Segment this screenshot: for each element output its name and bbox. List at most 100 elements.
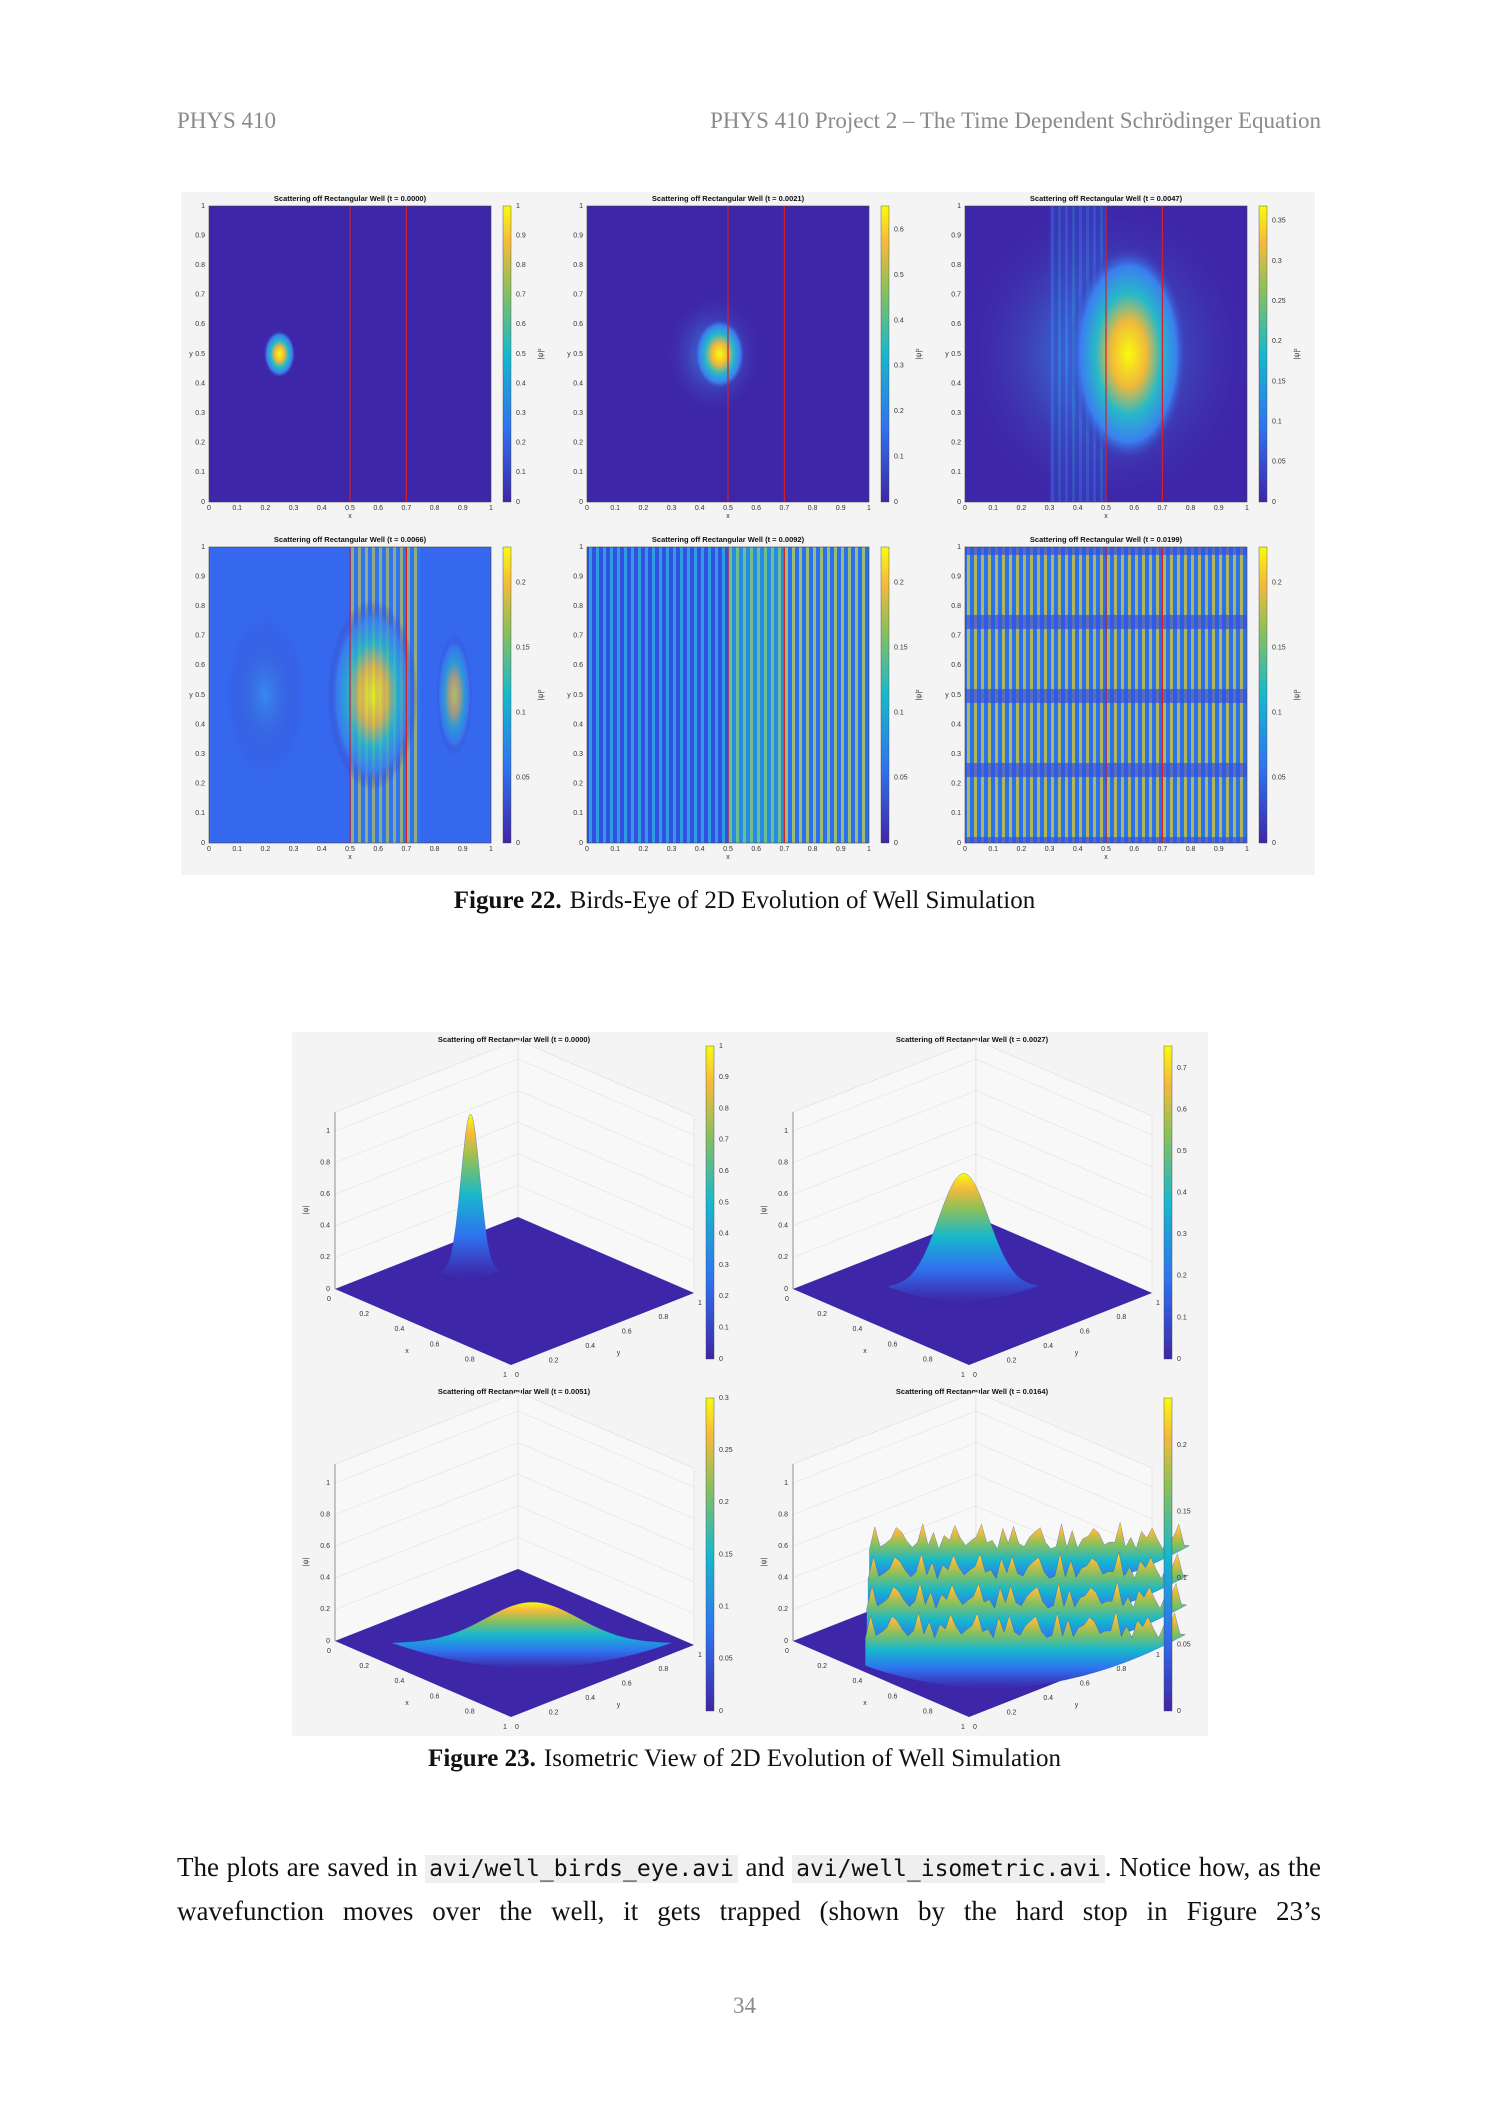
colorbar-tick-label: 0.8 bbox=[719, 1105, 729, 1112]
y-tick-label: 0.7 bbox=[951, 292, 961, 299]
x-tick-label: 0.3 bbox=[289, 505, 299, 512]
wave-packet bbox=[1068, 244, 1189, 464]
colorbar bbox=[880, 205, 890, 503]
y-tick-label: 0.2 bbox=[195, 781, 205, 788]
caption-label: Figure 22. bbox=[453, 887, 562, 914]
x-tick-label: 0.8 bbox=[923, 1357, 933, 1364]
y-tick-label: 0.4 bbox=[195, 721, 205, 728]
colorbar-tick-label: 0.2 bbox=[516, 440, 526, 447]
x-tick-label: 0.9 bbox=[458, 846, 468, 853]
z-tick-label: 1 bbox=[326, 1128, 330, 1135]
x-tick-label: 0.3 bbox=[1045, 846, 1055, 853]
y-tick-label: 0.6 bbox=[1080, 1681, 1090, 1688]
y-tick-label: 1 bbox=[1156, 1652, 1160, 1659]
colorbar-label: |ψ|² bbox=[538, 348, 545, 360]
y-axis-label: y bbox=[1075, 1702, 1079, 1709]
y-tick-label: 0.3 bbox=[195, 751, 205, 758]
plot-frame bbox=[586, 546, 870, 844]
header-right: PHYS 410 Project 2 – The Time Dependent … bbox=[710, 108, 1321, 133]
x-tick-label: 0.7 bbox=[402, 846, 412, 853]
surface bbox=[442, 1113, 499, 1277]
caption-text: Birds-Eye of 2D Evolution of Well Simula… bbox=[569, 887, 1036, 914]
panel: Scattering off Rectangular Well (t = 0.0… bbox=[945, 194, 1301, 520]
x-tick-label: 0 bbox=[585, 505, 589, 512]
colorbar-tick-label: 0.1 bbox=[1177, 1575, 1187, 1582]
y-tick-label: 0.4 bbox=[951, 380, 961, 387]
z-tick-label: 0.6 bbox=[778, 1543, 788, 1550]
y-tick-label: 0.8 bbox=[659, 1314, 669, 1321]
y-tick-label: 0.2 bbox=[951, 781, 961, 788]
wall-grid bbox=[792, 1442, 1153, 1519]
z-tick-label: 0.4 bbox=[778, 1223, 788, 1230]
x-tick-label: 0.5 bbox=[345, 846, 355, 853]
x-tick-label: 0.5 bbox=[723, 505, 733, 512]
x-axis-label: x bbox=[405, 1348, 409, 1355]
y-tick-label: 0 bbox=[515, 1724, 519, 1731]
colorbar-tick-label: 0.1 bbox=[1177, 1314, 1187, 1321]
y-tick-label: 0.2 bbox=[549, 1709, 559, 1716]
x-tick-label: 0.9 bbox=[836, 846, 846, 853]
x-tick-label: 1 bbox=[489, 846, 493, 853]
y-tick-label: 1 bbox=[579, 203, 583, 210]
z-axis-label: |ψ| bbox=[761, 1558, 768, 1567]
wall-grid bbox=[792, 1185, 1153, 1262]
y-tick-label: 0.6 bbox=[951, 321, 961, 328]
y-tick-label: 0.1 bbox=[195, 810, 205, 817]
code: avi/well_birds_eye.avi bbox=[425, 1855, 738, 1883]
colorbar-tick-label: 0.15 bbox=[719, 1551, 733, 1558]
panel-title: Scattering off Rectangular Well (t = 0.0… bbox=[896, 1035, 1049, 1044]
colorbar-tick-label: 0.9 bbox=[719, 1074, 729, 1081]
y-tick-label: 0.4 bbox=[585, 1343, 595, 1350]
colorbar-tick-label: 0.1 bbox=[719, 1604, 729, 1611]
x-tick-label: 0.3 bbox=[667, 846, 677, 853]
colorbar-tick-label: 0.15 bbox=[1272, 378, 1286, 385]
x-tick-label: 0.1 bbox=[988, 846, 998, 853]
x-tick-label: 0.2 bbox=[359, 1663, 369, 1670]
x-tick-label: 0 bbox=[785, 1648, 789, 1655]
x-axis-label: x bbox=[348, 513, 352, 520]
colorbar bbox=[1163, 1045, 1173, 1360]
colorbar-tick-label: 0.05 bbox=[1177, 1641, 1191, 1648]
x-tick-label: 0.5 bbox=[1101, 846, 1111, 853]
colorbar-tick-label: 0.5 bbox=[1177, 1148, 1187, 1155]
caption-23: Figure 23. Isometric View of 2D Evolution… bbox=[0, 1745, 1489, 1773]
y-tick-label: 0.6 bbox=[573, 321, 583, 328]
colorbar-tick-label: 0 bbox=[1177, 1708, 1181, 1715]
x-axis-label: x bbox=[863, 1348, 867, 1355]
colorbar bbox=[502, 546, 512, 844]
y-tick-label: 0 bbox=[973, 1724, 977, 1731]
x-tick-label: 0 bbox=[785, 1296, 789, 1303]
colorbar-tick-label: 0 bbox=[1272, 840, 1276, 847]
code: avi/well_isometric.avi bbox=[792, 1855, 1105, 1883]
y-tick-label: 0.4 bbox=[195, 380, 205, 387]
colorbar bbox=[880, 546, 890, 844]
colorbar-tick-label: 0 bbox=[1272, 499, 1276, 506]
y-tick-label: 1 bbox=[957, 203, 961, 210]
z-tick-label: 0.2 bbox=[778, 1606, 788, 1613]
y-tick-label: 0 bbox=[957, 499, 961, 506]
x-tick-label: 0 bbox=[327, 1296, 331, 1303]
y-tick-label: 0.8 bbox=[195, 262, 205, 269]
y-axis-label: y bbox=[1075, 1350, 1079, 1357]
colorbar-tick-label: 0.3 bbox=[516, 410, 526, 417]
y-tick-label: 1 bbox=[698, 1652, 702, 1659]
colorbar-tick-label: 0.5 bbox=[719, 1199, 729, 1206]
x-tick-label: 0.6 bbox=[373, 846, 383, 853]
colorbar-tick-label: 0.4 bbox=[1177, 1190, 1187, 1197]
z-tick-label: 0.6 bbox=[320, 1543, 330, 1550]
panel: Scattering off Rectangular Well (t = 0.0… bbox=[303, 1035, 729, 1379]
y-tick-label: 0.2 bbox=[1007, 1709, 1017, 1716]
z-tick-label: 0 bbox=[326, 1286, 330, 1293]
panel-title: Scattering off Rectangular Well (t = 0.0… bbox=[652, 535, 805, 544]
wall-grid bbox=[334, 1442, 695, 1519]
x-tick-label: 0.2 bbox=[817, 1663, 827, 1670]
x-tick-label: 0.7 bbox=[780, 505, 790, 512]
colorbar-tick-label: 0.05 bbox=[894, 775, 908, 782]
y-tick-label: 0.9 bbox=[195, 573, 205, 580]
x-tick-label: 0.9 bbox=[1214, 505, 1224, 512]
x-tick-label: 0.1 bbox=[232, 846, 242, 853]
colorbar-tick-label: 0.3 bbox=[894, 363, 904, 370]
z-tick-label: 0 bbox=[784, 1286, 788, 1293]
colorbar-tick-label: 0 bbox=[1177, 1356, 1181, 1363]
y-tick-label: 0 bbox=[201, 840, 205, 847]
